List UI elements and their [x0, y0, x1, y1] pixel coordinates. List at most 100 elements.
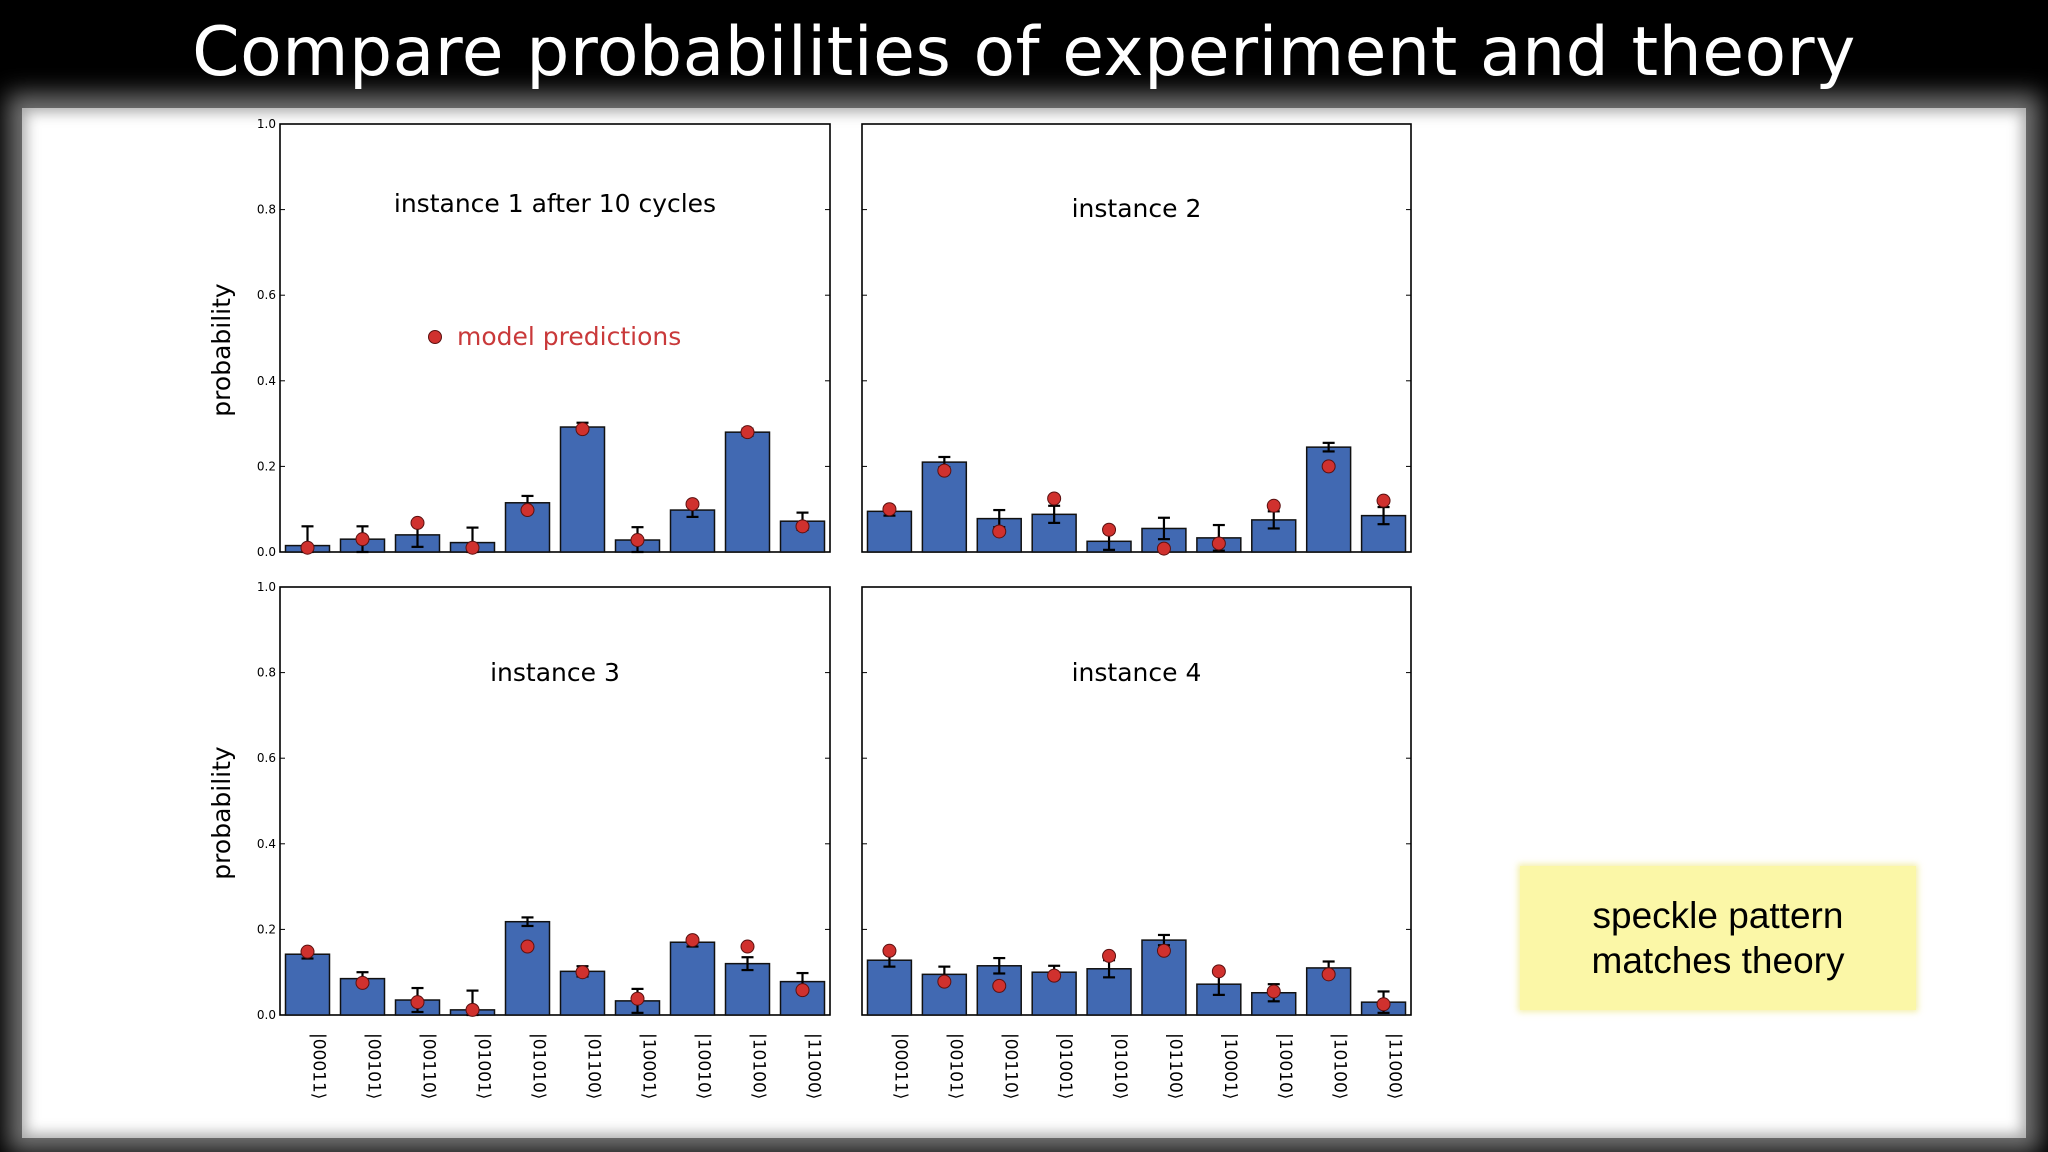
model-prediction-point	[465, 1002, 480, 1017]
model-prediction-point	[630, 533, 645, 548]
y-tick-label: 0.0	[257, 1008, 276, 1022]
chart-panel-2: instance 2	[861, 123, 1412, 556]
y-tick-label: 0.6	[257, 288, 276, 302]
y-tick-label: 0.2	[257, 459, 276, 473]
x-tick-label: |10010⟩	[694, 1033, 714, 1099]
y-tick-label: 0.2	[257, 922, 276, 936]
chart-panel-3: 0.0 0.2 0.4 0.6 0.8 1.0 probability instance 3 |…	[207, 580, 831, 1099]
model-prediction-point	[355, 975, 370, 990]
x-tick-label: |01100⟩	[1165, 1033, 1185, 1099]
model-prediction-point	[520, 503, 535, 518]
y-axis-label: probability	[207, 283, 236, 417]
model-prediction-point	[410, 995, 425, 1010]
y-tick-label: 0.4	[257, 837, 276, 851]
model-prediction-point	[795, 983, 810, 998]
bar	[724, 431, 771, 553]
y-tick-label: 1.0	[257, 117, 276, 131]
y-tick-label: 0.8	[257, 666, 276, 680]
y-tick-label: 0.4	[257, 374, 276, 388]
model-prediction-point	[575, 965, 590, 980]
model-prediction-point	[1321, 967, 1336, 982]
x-tick-label: |01010⟩	[529, 1033, 549, 1099]
callout-line-2: matches theory	[1591, 940, 1845, 981]
model-prediction-point	[355, 532, 370, 547]
bar	[866, 959, 913, 1016]
x-tick-label: |00011⟩	[309, 1033, 329, 1099]
model-prediction-point	[937, 974, 952, 989]
model-prediction-point	[1266, 498, 1281, 513]
bar	[339, 977, 386, 1016]
model-prediction-point	[1156, 943, 1171, 958]
slide-title: Compare probabilities of experiment and …	[192, 13, 1856, 92]
bar	[724, 962, 771, 1016]
x-tick-label: |01001⟩	[474, 1033, 494, 1099]
model-prediction-point	[1211, 964, 1226, 979]
x-tick-label: |00110⟩	[419, 1033, 439, 1099]
model-prediction-point	[740, 425, 755, 440]
x-tick-label: |01100⟩	[584, 1033, 604, 1099]
bar	[559, 426, 606, 553]
model-prediction-point	[1102, 948, 1117, 963]
model-prediction-point	[1376, 997, 1391, 1012]
chart-title: instance 4	[1072, 658, 1202, 687]
model-prediction-point	[410, 515, 425, 530]
model-prediction-point	[1321, 459, 1336, 474]
x-tick-label: |11000⟩	[1385, 1033, 1405, 1099]
model-prediction-point	[300, 540, 315, 555]
model-prediction-point	[465, 540, 480, 555]
legend-marker	[428, 330, 442, 344]
axes-frame	[861, 123, 1412, 553]
model-prediction-point	[1211, 536, 1226, 551]
x-tick-label: |00101⟩	[364, 1033, 384, 1099]
axes-frame	[279, 586, 831, 1016]
model-prediction-point	[1266, 984, 1281, 999]
x-tick-label: |10100⟩	[1330, 1033, 1350, 1099]
axes-frame	[861, 586, 1412, 1016]
legend-label: model predictions	[457, 322, 681, 351]
model-prediction-point	[520, 939, 535, 954]
x-tick-label: |11000⟩	[804, 1033, 824, 1099]
chart-title: instance 2	[1072, 194, 1202, 223]
model-prediction-point	[685, 933, 700, 948]
model-prediction-point	[882, 943, 897, 958]
chart-title: instance 1 after 10 cycles	[394, 189, 716, 218]
model-prediction-point	[1047, 968, 1062, 983]
axes-frame	[279, 123, 831, 553]
model-prediction-point	[1156, 541, 1171, 556]
model-prediction-point	[575, 422, 590, 437]
x-tick-label: |10001⟩	[1220, 1033, 1240, 1099]
x-tick-label: |01010⟩	[1110, 1033, 1130, 1099]
y-tick-label: 0.6	[257, 751, 276, 765]
y-tick-label: 0.8	[257, 203, 276, 217]
x-tick-label: |00110⟩	[1000, 1033, 1020, 1099]
x-tick-label: |10010⟩	[1275, 1033, 1295, 1099]
model-prediction-point	[1376, 493, 1391, 508]
y-tick-label: 1.0	[257, 580, 276, 594]
model-prediction-point	[1047, 491, 1062, 506]
model-prediction-point	[1102, 522, 1117, 537]
chart-panel-4: instance 4 |00011⟩ |00101⟩ |00110⟩ |01001⟩ |0…	[861, 586, 1412, 1099]
callout-box: speckle pattern matches theory	[1520, 866, 1916, 1010]
y-axis-label: probability	[207, 746, 236, 880]
x-tick-label: |10001⟩	[639, 1033, 659, 1099]
x-tick-label: |10100⟩	[749, 1033, 769, 1099]
model-prediction-point	[937, 463, 952, 478]
model-prediction-point	[685, 497, 700, 512]
bar	[669, 941, 716, 1016]
model-prediction-point	[630, 991, 645, 1006]
model-prediction-point	[992, 978, 1007, 993]
y-tick-label: 0.0	[257, 545, 276, 559]
model-prediction-point	[300, 944, 315, 959]
model-prediction-point	[992, 524, 1007, 539]
model-prediction-point	[795, 519, 810, 534]
model-prediction-point	[882, 502, 897, 517]
callout-line-1: speckle pattern	[1592, 895, 1844, 936]
x-tick-label: |01001⟩	[1055, 1033, 1075, 1099]
bar	[284, 953, 331, 1016]
x-tick-label: |00101⟩	[945, 1033, 965, 1099]
model-prediction-point	[740, 939, 755, 954]
bar	[866, 510, 913, 553]
chart-title: instance 3	[490, 658, 620, 687]
